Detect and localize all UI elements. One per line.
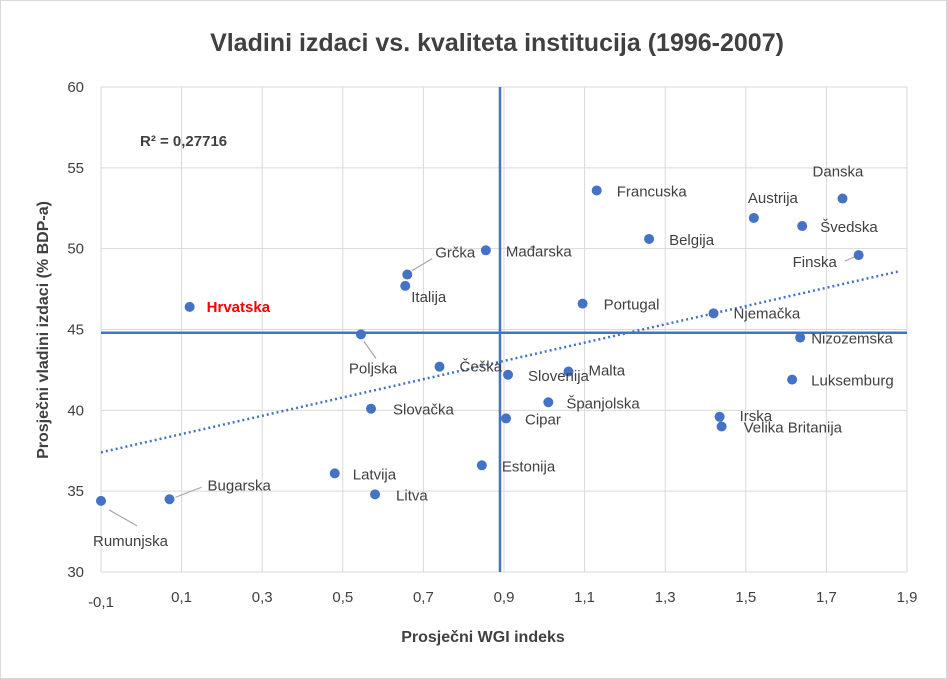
point-label-slovenija: Slovenija <box>528 368 590 385</box>
y-tick-label: 50 <box>67 241 84 258</box>
point-label-litva: Litva <box>396 487 428 504</box>
x-tick-label: 0,7 <box>413 589 434 606</box>
data-point-velika-britanija <box>716 421 727 432</box>
reference-lines <box>101 87 907 572</box>
data-point-latvija <box>329 468 340 479</box>
data-point-portugal <box>577 298 588 309</box>
point-label-bugarska: Bugarska <box>208 477 272 494</box>
data-point-rumunjska <box>96 495 106 506</box>
data-point-češka <box>434 361 445 372</box>
y-axis-title: Prosječni vladini izdaci (% BDP-a) <box>35 201 52 459</box>
leader-line-bugarska <box>175 486 202 498</box>
data-point-mađarska <box>480 245 491 256</box>
data-point-austrija <box>748 212 759 223</box>
trend-line <box>100 270 900 454</box>
r-squared-annotation: R² = 0,27716 <box>140 133 227 150</box>
trendline <box>100 270 900 454</box>
point-label-hrvatska: Hrvatska <box>207 299 271 316</box>
y-tick-label: 60 <box>67 79 84 96</box>
y-tick-label: 45 <box>67 322 84 339</box>
y-tick-label: 30 <box>67 564 84 581</box>
data-point-španjolska <box>543 397 554 408</box>
point-labels: Rumunjska Bugarska Hrvatska Latvija Litva Pol… <box>93 164 894 550</box>
x-tick-label: 0,1 <box>171 589 192 606</box>
point-label-velika-britanija: Velika Britanija <box>744 420 843 437</box>
data-point-estonija <box>476 460 487 471</box>
y-tick-label: 55 <box>67 160 84 177</box>
x-tick-label: 1,7 <box>816 589 837 606</box>
point-label-rumunjska: Rumunjska <box>93 533 169 550</box>
point-label-švedska: Švedska <box>820 219 878 236</box>
x-tick-label: 1,9 <box>897 589 918 606</box>
y-tick-label: 40 <box>67 402 84 419</box>
point-label-portugal: Portugal <box>604 297 660 314</box>
data-point-litva <box>370 489 381 500</box>
data-point-malta <box>563 366 574 377</box>
tick-labels: -0,1 0,1 0,3 0,5 0,7 0,9 1,1 1,3 1,5 1,7 1,9 30 35 40… <box>67 79 917 611</box>
leader-line-rumunjska <box>108 509 138 527</box>
point-label-grčka: Grčka <box>435 245 476 262</box>
point-label-slovačka: Slovačka <box>393 402 455 419</box>
data-point-italija <box>400 280 411 291</box>
point-label-francuska: Francuska <box>617 183 688 200</box>
point-label-poljska: Poljska <box>349 360 398 377</box>
leader-line-poljska <box>363 341 377 359</box>
x-tick-label: 0,9 <box>494 589 515 606</box>
point-label-mađarska: Mađarska <box>506 243 573 260</box>
label-leaders <box>108 255 857 527</box>
data-point-francuska <box>591 185 602 196</box>
x-tick-label: 1,5 <box>735 589 756 606</box>
data-point-luksemburg <box>787 374 798 385</box>
point-label-njemačka: Njemačka <box>734 305 801 322</box>
x-tick-label: 1,1 <box>574 589 595 606</box>
data-point-cipar <box>501 413 512 424</box>
data-points <box>96 185 864 506</box>
point-label-nizozemska: Nizozemska <box>811 331 893 348</box>
data-point-slovenija <box>503 369 514 380</box>
point-label-italija: Italija <box>411 289 447 306</box>
data-point-poljska <box>355 329 366 340</box>
point-label-španjolska: Španjolska <box>566 395 640 412</box>
point-label-austrija: Austrija <box>748 190 799 207</box>
point-label-irska: Irska <box>740 408 773 425</box>
data-point-belgija <box>644 233 655 244</box>
point-label-luksemburg: Luksemburg <box>811 373 894 390</box>
data-point-bugarska <box>164 494 175 505</box>
data-point-nizozemska <box>795 332 806 343</box>
data-point-njemačka <box>708 308 719 319</box>
grid <box>100 86 908 573</box>
data-point-grčka <box>402 269 413 280</box>
point-label-belgija: Belgija <box>669 232 715 249</box>
point-label-malta: Malta <box>588 363 625 380</box>
x-tick-label: 0,5 <box>332 589 353 606</box>
data-point-hrvatska <box>184 301 195 312</box>
data-point-danska <box>837 193 848 204</box>
x-tick-label: 0,3 <box>252 589 273 606</box>
point-label-latvija: Latvija <box>353 466 397 483</box>
point-label-cipar: Cipar <box>525 411 561 428</box>
data-point-slovačka <box>366 403 377 414</box>
x-tick-label: 1,3 <box>655 589 676 606</box>
point-label-danska: Danska <box>813 164 865 181</box>
point-label-finska: Finska <box>793 254 838 271</box>
chart-title: Vladini izdaci vs. kvaliteta institucija… <box>210 29 784 57</box>
x-axis-title: Prosječni WGI indeks <box>401 629 565 646</box>
point-label-estonija: Estonija <box>502 458 556 475</box>
y-tick-label: 35 <box>67 483 84 500</box>
x-tick-label: -0,1 <box>88 594 114 611</box>
leader-line-grčka <box>411 258 433 272</box>
data-point-finska <box>853 250 864 261</box>
data-point-irska <box>714 411 725 422</box>
point-label-češka: Češka <box>460 359 503 376</box>
data-point-švedska <box>797 221 808 232</box>
